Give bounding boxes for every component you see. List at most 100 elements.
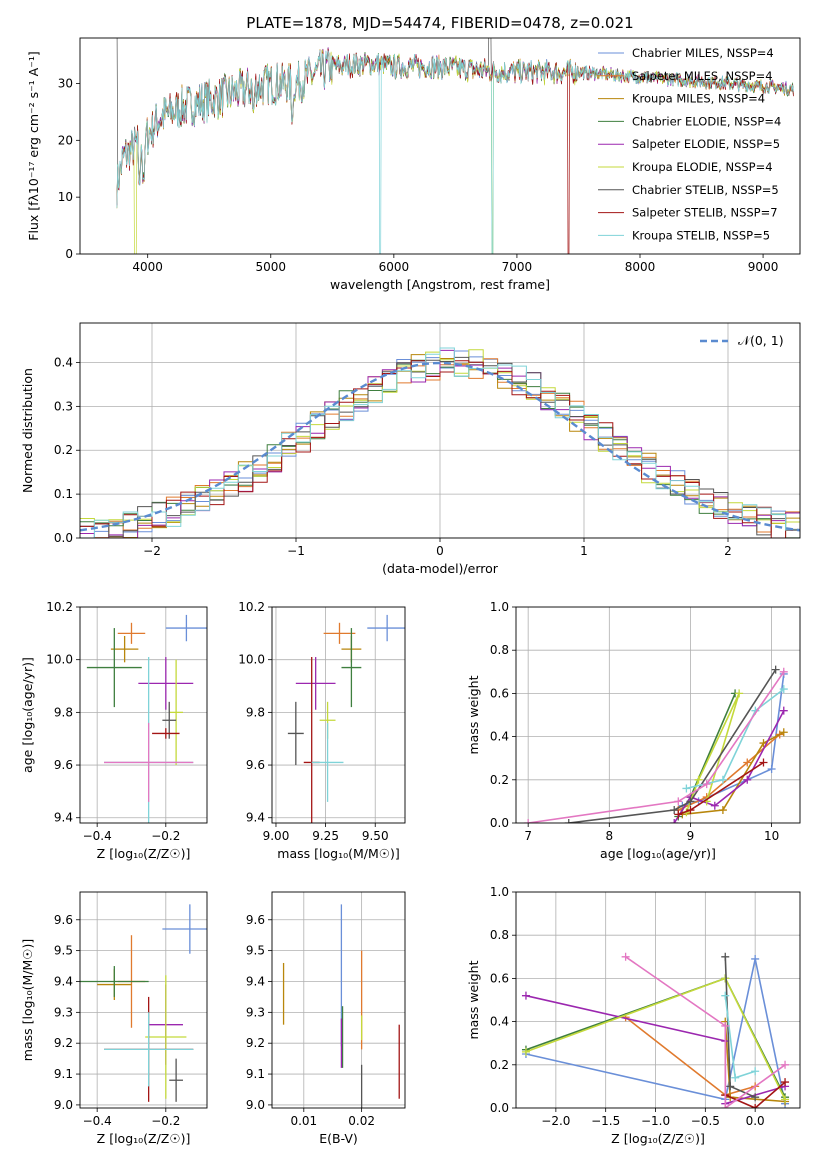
weight-marker [735, 689, 744, 698]
figure-title: PLATE=1878, MJD=54474, FIBERID=0478, z=0… [246, 14, 633, 32]
y-tick-label: 20 [58, 133, 73, 147]
panel-mass_vs_Z: −0.4 −0.2 9.0 9.1 9.2 9.3 9.4 9.5 9.6 Z [log₁₀(Z/… [20, 891, 208, 1146]
y-tick-label: 0.6 [490, 686, 509, 700]
plot-area [272, 607, 405, 823]
weight-marker [670, 806, 679, 815]
x-axis-label: (data-model)/error [382, 561, 499, 576]
y-tick-label: 0.6 [490, 971, 509, 985]
weight-marker [751, 954, 760, 963]
panel-age_vs_mass: 9.00 9.25 9.50 9.4 9.6 9.8 10.0 10.2 mass [log₁₀… [238, 600, 406, 861]
x-tick-label: −1.0 [641, 1114, 670, 1128]
plot-area [516, 607, 800, 823]
plot-marks [80, 607, 207, 823]
y-tick-label: 9.8 [246, 705, 265, 719]
y-tick-label: 9.4 [54, 811, 73, 825]
y-tick-label: 9.1 [246, 1067, 265, 1081]
weight-marker [682, 784, 691, 793]
x-tick-label: 8 [605, 829, 613, 843]
x-tick-label: 0.0 [746, 1114, 765, 1128]
y-tick-label: 0.4 [54, 355, 73, 369]
weight-marker [710, 801, 719, 810]
x-tick-label: −0.4 [83, 829, 112, 843]
x-tick-label: 4000 [132, 260, 163, 274]
y-tick-label: 9.3 [246, 1005, 265, 1019]
panel-mass_weight_vs_Z: −2.0 −1.5 −1.0 −0.5 0.0 0.0 0.2 0.4 0.6 0.8 1.0 Z [… [466, 885, 801, 1146]
plot-area [80, 607, 207, 823]
weight-marker [726, 1082, 735, 1091]
weight-marker [721, 1021, 730, 1030]
y-tick-label: 0.0 [490, 1101, 509, 1115]
y-tick-label: 9.2 [54, 1036, 73, 1050]
y-tick-label: 9.6 [246, 758, 265, 772]
x-tick-label: −2 [143, 544, 161, 558]
x-axis-label: Z [log₁₀(Z/Z☉)] [97, 846, 191, 861]
y-tick-label: 9.2 [246, 1036, 265, 1050]
plot-marks [116, 38, 794, 254]
weight-line [568, 669, 777, 823]
y-axis-label: mass weight [466, 960, 481, 1039]
weight-marker [751, 1104, 760, 1108]
weight-marker [781, 1060, 790, 1069]
weight-marker [686, 806, 695, 815]
y-tick-label: 0.2 [54, 443, 73, 457]
weight-marker [731, 1073, 740, 1082]
y-tick-label: 0.0 [490, 816, 509, 830]
legend-entry: Chabrier STELIB, NSSP=5 [632, 183, 779, 197]
plot-marks [80, 892, 207, 1108]
y-axis-label: Normed distribution [20, 368, 35, 493]
weight-marker [743, 758, 752, 767]
y-tick-label: 1.0 [490, 885, 509, 899]
y-tick-label: 0.4 [490, 1015, 509, 1029]
weight-marker [781, 1095, 790, 1104]
y-tick-label: 0.1 [54, 487, 73, 501]
legend-entry: 𝒩(0, 1) [738, 333, 784, 348]
y-tick-label: 9.1 [54, 1067, 73, 1081]
weight-marker [702, 780, 711, 789]
legend-entry: Salpeter STELIB, NSSP=7 [632, 206, 778, 220]
x-axis-label: age [log₁₀(age/yr)] [600, 846, 716, 861]
x-tick-label: −0.2 [151, 1114, 180, 1128]
histogram-series [80, 360, 800, 538]
panel-mass_weight_vs_age: 7 8 9 10 0.0 0.2 0.4 0.6 0.8 1.0 age [log₁₀(age/yr… [466, 600, 801, 861]
y-tick-label: 9.5 [54, 944, 73, 958]
weight-marker [751, 1067, 760, 1076]
weight-marker [674, 810, 683, 819]
histogram-series [80, 347, 800, 538]
weight-marker [694, 775, 703, 784]
y-tick-label: 10.2 [46, 600, 73, 614]
plot-marks [516, 607, 800, 823]
x-axis-label: E(B-V) [319, 1131, 358, 1146]
weight-marker [779, 728, 788, 737]
x-tick-label: 5000 [255, 260, 286, 274]
x-tick-label: 0 [436, 544, 444, 558]
axes-frame [79, 322, 801, 539]
x-tick-label: 9000 [748, 260, 779, 274]
y-tick-label: 30 [58, 76, 73, 90]
normal-curve [80, 361, 800, 532]
y-tick-label: 9.6 [246, 913, 265, 927]
weight-line [625, 956, 786, 1108]
weight-marker [718, 806, 727, 815]
weight-marker [670, 819, 679, 823]
plot-area [516, 892, 800, 1108]
weight-marker [721, 991, 730, 1000]
y-tick-label: 10.2 [238, 600, 265, 614]
legend-entry: Chabrier MILES, NSSP=4 [632, 46, 774, 60]
axes-frame [515, 606, 801, 824]
weight-marker [564, 819, 573, 823]
y-tick-label: 9.4 [54, 974, 73, 988]
y-tick-label: 0.3 [54, 399, 73, 413]
weight-marker [521, 1047, 530, 1056]
y-tick-label: 0.8 [490, 928, 509, 942]
weight-marker [521, 991, 530, 1000]
plot-marks [272, 892, 405, 1108]
weight-line [685, 693, 740, 813]
y-tick-label: 0.4 [490, 730, 509, 744]
x-tick-label: 9 [687, 829, 695, 843]
plot-area [80, 892, 207, 1108]
y-axis-label: age [log₁₀(age/yr)] [20, 657, 35, 773]
panel-residuals: −2 −1 0 1 2 0.0 0.1 0.2 0.3 0.4 (data-model)/error… [20, 322, 801, 576]
axes-frame [79, 37, 801, 255]
y-tick-label: 9.5 [246, 944, 265, 958]
